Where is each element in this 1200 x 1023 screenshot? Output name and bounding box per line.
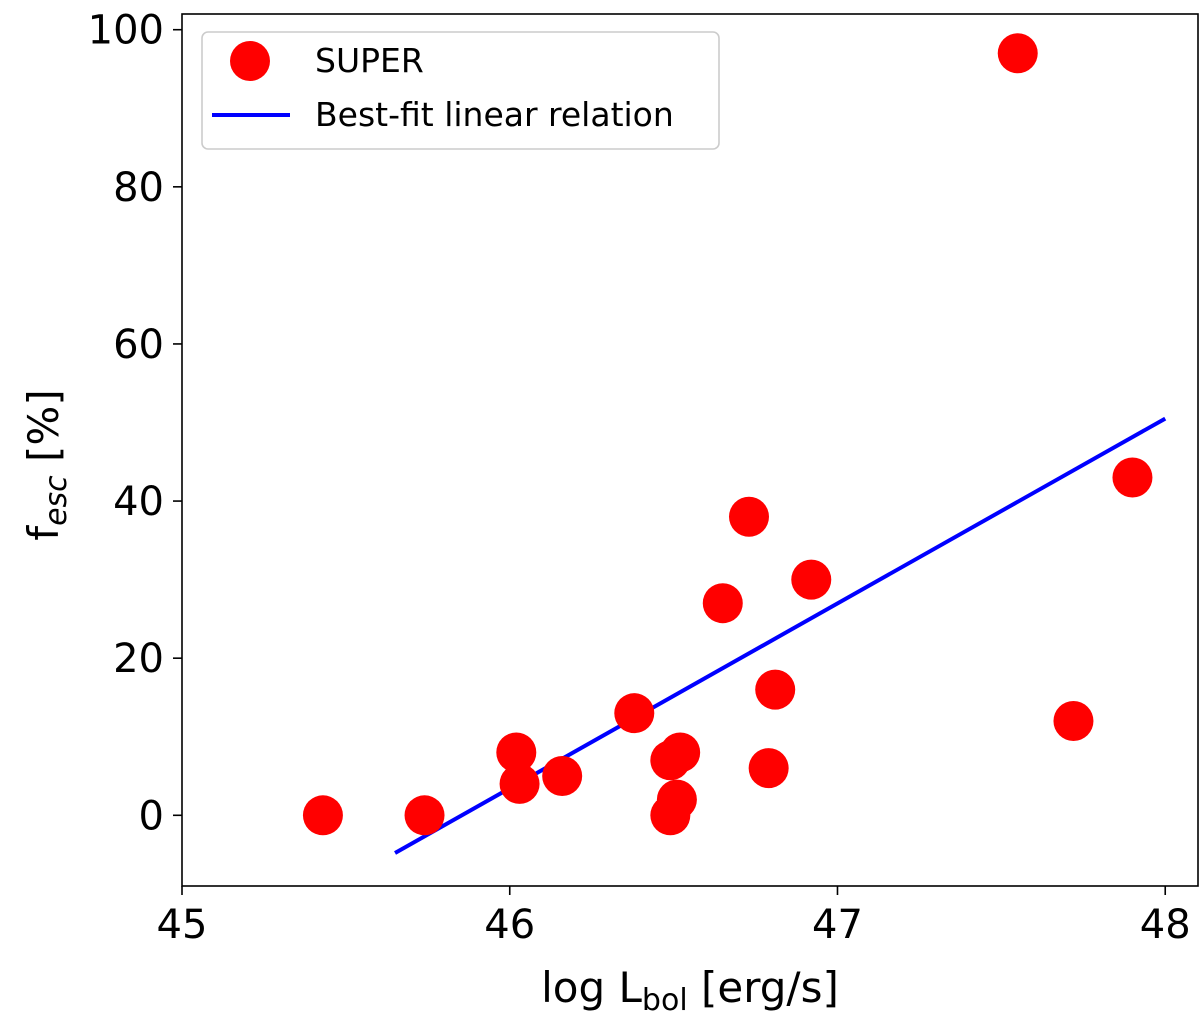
y-axis-label: fesc [%] — [19, 389, 74, 540]
legend: SUPER Best-fit linear relation — [201, 31, 720, 150]
data-point — [791, 559, 832, 600]
y-tick-label: 80 — [113, 165, 164, 211]
x-tick-label: 48 — [1140, 902, 1191, 948]
legend-frame — [201, 31, 720, 150]
legend-label-best-fit: Best-fit linear relation — [315, 95, 674, 134]
data-point — [542, 756, 583, 797]
x-axis-label: log Lbol [erg/s] — [541, 963, 839, 1018]
scatter-points — [302, 33, 1153, 836]
data-point — [302, 795, 343, 836]
x-tick-label: 45 — [157, 902, 208, 948]
x-tick-label: 47 — [812, 902, 863, 948]
legend-marker-super — [230, 41, 270, 81]
data-point — [1112, 457, 1153, 498]
y-tick-label: 40 — [113, 479, 164, 525]
data-point — [748, 748, 789, 789]
data-point — [702, 583, 743, 624]
data-point — [728, 496, 769, 537]
x-tick-label: 46 — [484, 902, 535, 948]
data-point — [656, 779, 697, 820]
plot-frame — [181, 13, 1199, 887]
y-tick-label: 100 — [88, 8, 164, 54]
y-tick-label: 60 — [113, 322, 164, 368]
data-point — [1053, 701, 1094, 742]
y-tick-label: 0 — [139, 793, 164, 839]
data-point — [660, 732, 701, 773]
data-point — [614, 693, 655, 734]
data-point — [755, 669, 796, 710]
y-axis-ticks: 0 20 40 60 80 100 — [88, 8, 182, 839]
legend-label-super: SUPER — [315, 41, 424, 80]
data-point — [496, 732, 537, 773]
y-tick-label: 20 — [113, 636, 164, 682]
data-point — [997, 33, 1038, 74]
data-point — [404, 795, 445, 836]
x-axis-ticks: 45 46 47 48 — [157, 886, 1191, 948]
data-point — [499, 763, 540, 804]
